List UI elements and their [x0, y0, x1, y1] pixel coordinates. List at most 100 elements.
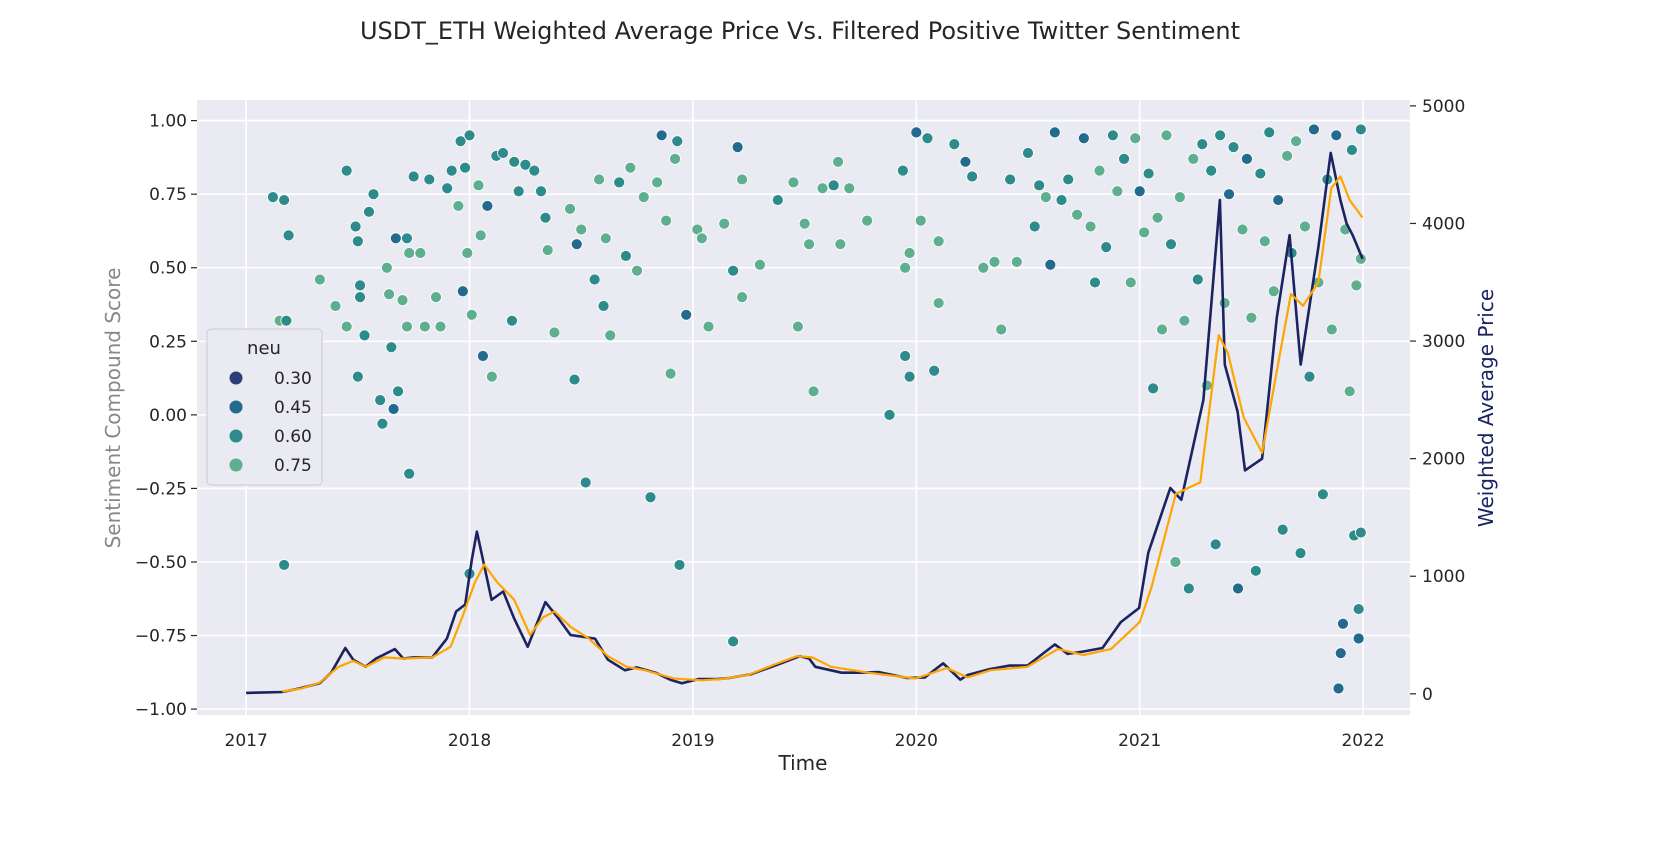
sentiment-point [367, 188, 380, 201]
sentiment-point [1249, 564, 1262, 577]
sentiment-point [403, 467, 416, 480]
sentiment-point [1138, 226, 1151, 239]
sentiment-point [349, 220, 362, 233]
sentiment-point [620, 250, 632, 262]
sentiment-point [423, 173, 436, 186]
y-right-tick-label: 5000 [1422, 97, 1465, 117]
sentiment-point [843, 182, 856, 195]
sentiment-point [1133, 185, 1146, 198]
sentiment-point [664, 367, 677, 380]
rolling-mean-line [282, 175, 1364, 693]
sentiment-point [1062, 173, 1075, 186]
sentiment-point [1084, 220, 1097, 233]
sentiment-point [1337, 617, 1349, 630]
sentiment-point [380, 261, 393, 274]
sentiment-point [1205, 164, 1218, 177]
sentiment-point [910, 126, 923, 139]
sentiment-point [1258, 235, 1271, 248]
sentiment-point [575, 223, 588, 236]
sentiment-point [1346, 144, 1358, 156]
sentiment-point [604, 329, 617, 342]
sentiment-point [897, 164, 909, 177]
chart-title: USDT_ETH Weighted Average Price Vs. Filt… [360, 17, 1240, 45]
sentiment-point [1334, 647, 1347, 660]
sentiment-point [1354, 526, 1367, 539]
sentiment-point [599, 232, 612, 245]
sentiment-point [374, 394, 387, 407]
sentiment-point [354, 291, 366, 304]
sentiment-point [966, 170, 979, 183]
sentiment-point [736, 291, 748, 304]
x-tick-label: 2018 [448, 731, 491, 751]
sentiment-point [807, 385, 820, 398]
sentiment-point [1124, 276, 1137, 289]
sentiment-point [1209, 538, 1222, 551]
sentiment-point [1290, 135, 1302, 148]
y-left-tick-label: 0.75 [149, 185, 187, 205]
sentiment-point [1089, 276, 1101, 289]
sentiment-point [267, 191, 279, 204]
sentiment-point [1299, 220, 1311, 233]
x-tick-label: 2020 [895, 731, 938, 751]
sentiment-point [1182, 582, 1195, 595]
legend-box [206, 328, 323, 486]
sentiment-point [1004, 173, 1017, 186]
legend-marker [229, 400, 243, 414]
sentiment-point [1071, 208, 1084, 221]
sentiment-point [1010, 255, 1023, 268]
sentiment-point [385, 341, 398, 354]
sentiment-point [1332, 682, 1345, 695]
sentiment-point [1236, 223, 1249, 236]
sentiment-point [914, 214, 927, 227]
sentiment-point [564, 202, 576, 215]
sentiment-point [477, 350, 489, 362]
sentiment-point [1111, 185, 1124, 198]
sentiment-point [1241, 152, 1253, 165]
sentiment-point [932, 235, 945, 248]
sentiment-point [1178, 314, 1191, 327]
sentiment-point [280, 314, 293, 327]
sentiment-point [539, 211, 552, 224]
y-left-tick-label: −0.50 [135, 553, 187, 573]
x-tick-label: 2021 [1118, 731, 1161, 751]
sentiment-point [631, 264, 643, 277]
sentiment-point [1330, 129, 1343, 142]
sentiment-point [456, 285, 469, 298]
legend-marker [229, 458, 243, 472]
sentiment-point [1169, 556, 1182, 568]
sentiment-point [959, 155, 972, 168]
sentiment-point [313, 273, 326, 286]
sentiment-point [472, 179, 485, 192]
sentiment-point [1316, 488, 1329, 501]
sentiment-point [461, 247, 474, 259]
sentiment-point [1196, 138, 1209, 151]
sentiment-point [624, 161, 637, 174]
x-tick-label: 2022 [1341, 731, 1384, 751]
sentiment-point [903, 247, 916, 259]
sentiment-point [988, 255, 1001, 268]
sentiment-point [995, 323, 1008, 336]
sentiment-point [282, 229, 295, 242]
sentiment-point [883, 408, 896, 421]
sentiment-point [1174, 191, 1186, 204]
sentiment-point [655, 129, 668, 142]
sentiment-point [827, 179, 840, 192]
sentiment-point [528, 164, 541, 177]
sentiment-point [1033, 179, 1046, 192]
y-axis-right-label: Weighted Average Price [1474, 289, 1498, 527]
sentiment-point [351, 235, 364, 248]
sentiment-point [928, 364, 941, 377]
y-left-tick-label: 0.50 [149, 259, 187, 279]
sentiment-point [401, 320, 413, 333]
sentiment-point [660, 214, 673, 227]
sentiment-point [593, 173, 605, 186]
y-right-tick-label: 0 [1422, 685, 1433, 705]
sentiment-point [1294, 547, 1307, 560]
y-left-tick-label: −0.25 [135, 479, 187, 499]
sentiment-point [1308, 123, 1320, 136]
sentiment-point [695, 232, 708, 245]
sentiment-point [1022, 147, 1034, 159]
sentiment-point [512, 185, 525, 198]
sentiment-point [387, 403, 400, 415]
